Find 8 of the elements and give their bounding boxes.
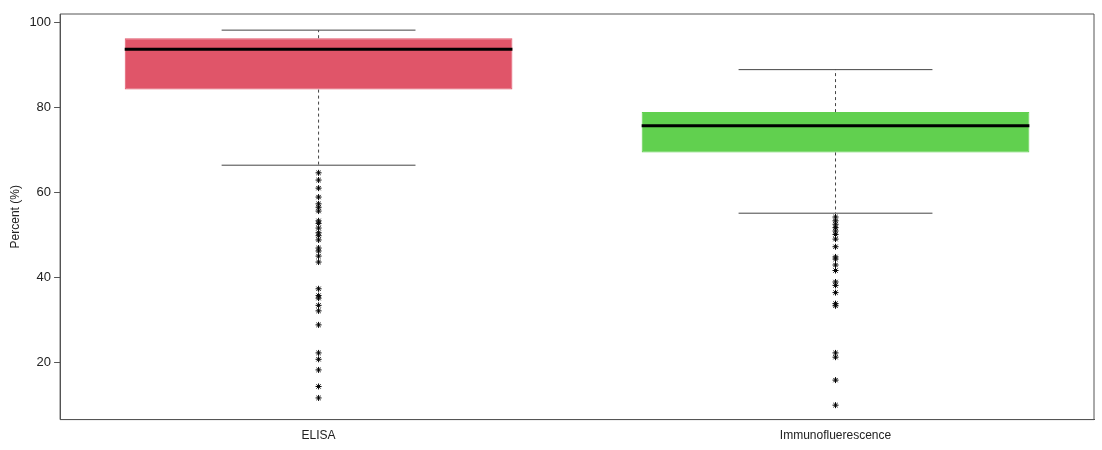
x-tick-label: ELISA [301, 428, 336, 443]
x-tick-label: Immunofluerescence [779, 428, 892, 443]
y-tick-label: 20 [36, 353, 52, 369]
y-tick-label: 80 [36, 99, 52, 115]
y-tick-label: 100 [29, 14, 52, 30]
y-axis-title: Percent (%) [7, 185, 22, 249]
y-tick-label: 40 [36, 268, 52, 284]
y-tick-label: 60 [36, 183, 52, 199]
